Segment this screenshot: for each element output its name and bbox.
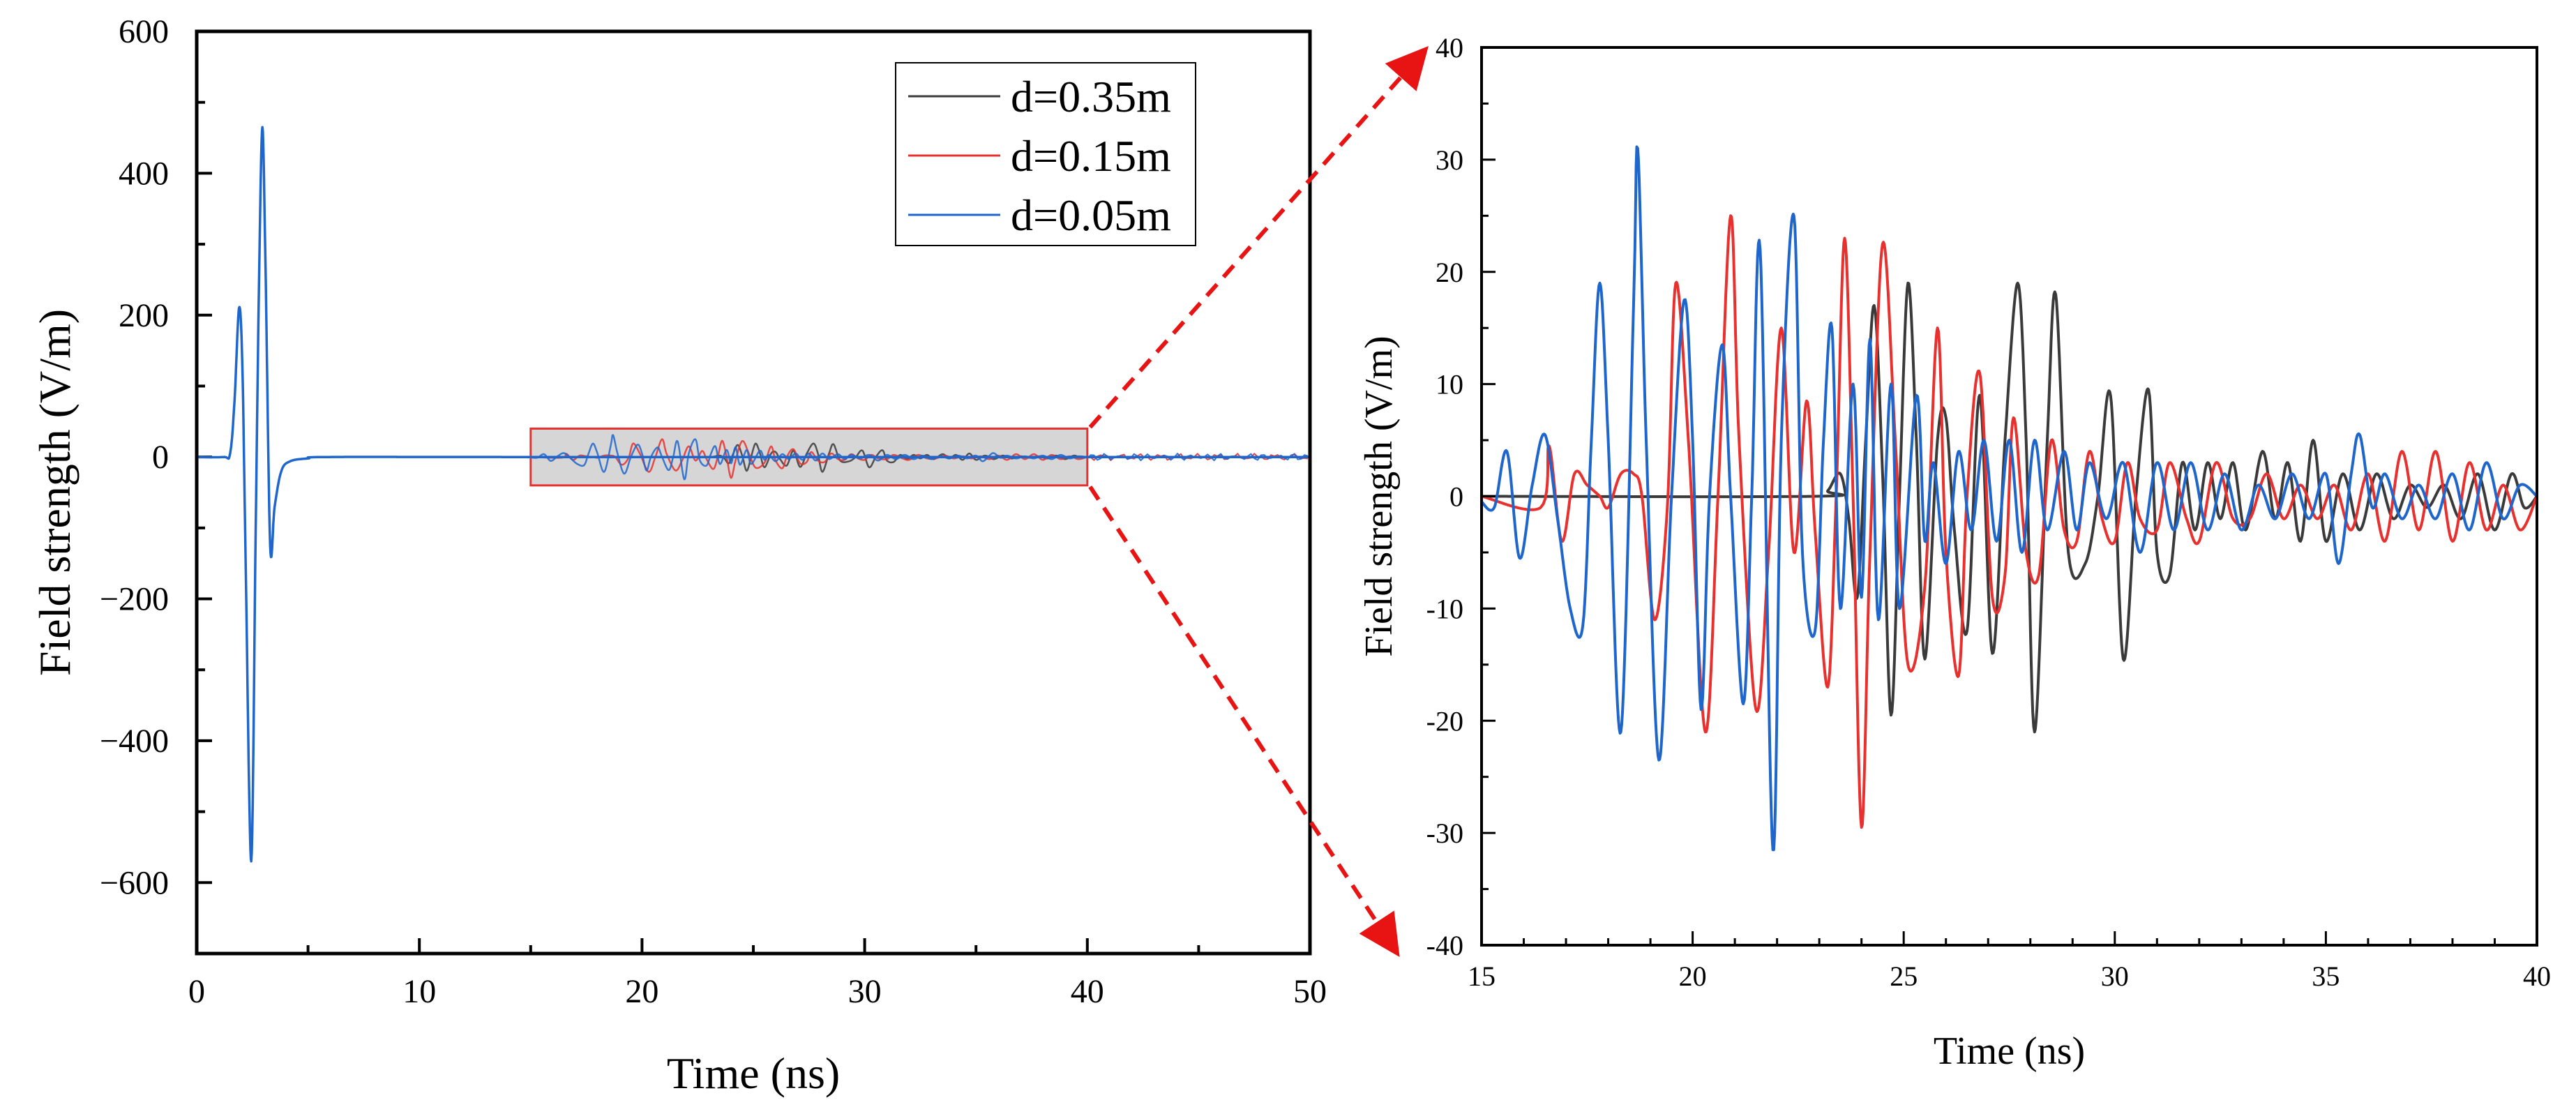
legend-label-d015: d=0.15m bbox=[1011, 131, 1171, 181]
left-x-tick-label: 30 bbox=[848, 973, 882, 1010]
right-y-tick-label: 20 bbox=[1436, 257, 1463, 288]
right-y-tick-label: 40 bbox=[1436, 32, 1463, 63]
right-y-tick-label: -20 bbox=[1426, 705, 1463, 737]
right-tick-marks bbox=[1480, 46, 2538, 947]
left-y-tick-label: −200 bbox=[100, 581, 169, 618]
right-x-tick-labels: 15 20 25 30 35 40 bbox=[1468, 961, 2551, 992]
legend: d=0.35m d=0.15m d=0.05m bbox=[895, 62, 1196, 246]
right-x-tick-label: 15 bbox=[1468, 961, 1496, 992]
left-chart: 0 10 20 30 40 50 600 400 200 0 −200 −400 −600 Time … bbox=[30, 13, 1327, 1098]
left-y-tick-labels: 600 400 200 0 −200 −400 −600 bbox=[100, 13, 169, 901]
right-y-tick-label: 10 bbox=[1436, 369, 1463, 400]
left-line-d005-ringing bbox=[530, 434, 1088, 481]
left-line-d005 bbox=[195, 126, 1311, 863]
right-x-axis-title: Time (ns) bbox=[1934, 1030, 2085, 1073]
left-x-tick-label: 10 bbox=[402, 973, 436, 1010]
left-series-group bbox=[195, 126, 1311, 863]
right-y-tick-label: -30 bbox=[1426, 818, 1463, 849]
left-x-tick-label: 20 bbox=[625, 973, 658, 1010]
left-x-tick-labels: 0 10 20 30 40 50 bbox=[188, 973, 1327, 1010]
right-series-group bbox=[1480, 145, 2538, 852]
right-line-d005 bbox=[1480, 145, 2538, 852]
right-chart: 15 20 25 30 35 40 40 30 20 10 0 -10 -20 -30 -40 Time … bbox=[1357, 32, 2551, 1073]
zoom-arrow-top bbox=[1088, 46, 1429, 429]
right-x-tick-label: 35 bbox=[2312, 961, 2340, 992]
right-y-tick-labels: 40 30 20 10 0 -10 -20 -30 -40 bbox=[1426, 32, 1463, 961]
zoom-arrow-bottom bbox=[1088, 485, 1400, 958]
right-y-tick-label: -10 bbox=[1426, 593, 1463, 624]
left-plot-frame bbox=[195, 29, 1312, 956]
left-y-axis-title: Field strength (V/m) bbox=[30, 309, 80, 676]
right-x-tick-label: 30 bbox=[2101, 961, 2129, 992]
right-x-tick-label: 25 bbox=[1890, 961, 1918, 992]
left-y-tick-label: 400 bbox=[119, 155, 169, 192]
left-x-tick-label: 0 bbox=[188, 973, 205, 1010]
right-y-tick-label: 30 bbox=[1436, 144, 1463, 176]
right-y-tick-label: 0 bbox=[1449, 481, 1463, 513]
legend-label-d005: d=0.05m bbox=[1011, 190, 1171, 240]
right-line-d035 bbox=[1480, 281, 2538, 734]
right-y-tick-label: -40 bbox=[1426, 930, 1463, 961]
left-y-tick-label: −600 bbox=[100, 864, 169, 901]
left-y-tick-label: 0 bbox=[152, 439, 169, 476]
right-line-d015 bbox=[1480, 214, 2538, 829]
legend-label-d035: d=0.35m bbox=[1011, 72, 1171, 121]
right-y-axis-title: Field strength (V/m) bbox=[1357, 336, 1401, 656]
left-y-tick-label: −400 bbox=[100, 723, 169, 760]
left-x-axis-title: Time (ns) bbox=[667, 1048, 840, 1098]
right-x-tick-label: 40 bbox=[2523, 961, 2551, 992]
left-y-tick-label: 600 bbox=[119, 13, 169, 50]
left-x-tick-label: 40 bbox=[1071, 973, 1104, 1010]
left-x-tick-label: 50 bbox=[1293, 973, 1327, 1010]
right-x-tick-label: 20 bbox=[1679, 961, 1707, 992]
left-line-d015-tail bbox=[1087, 453, 1308, 461]
left-y-tick-label: 200 bbox=[119, 297, 169, 334]
